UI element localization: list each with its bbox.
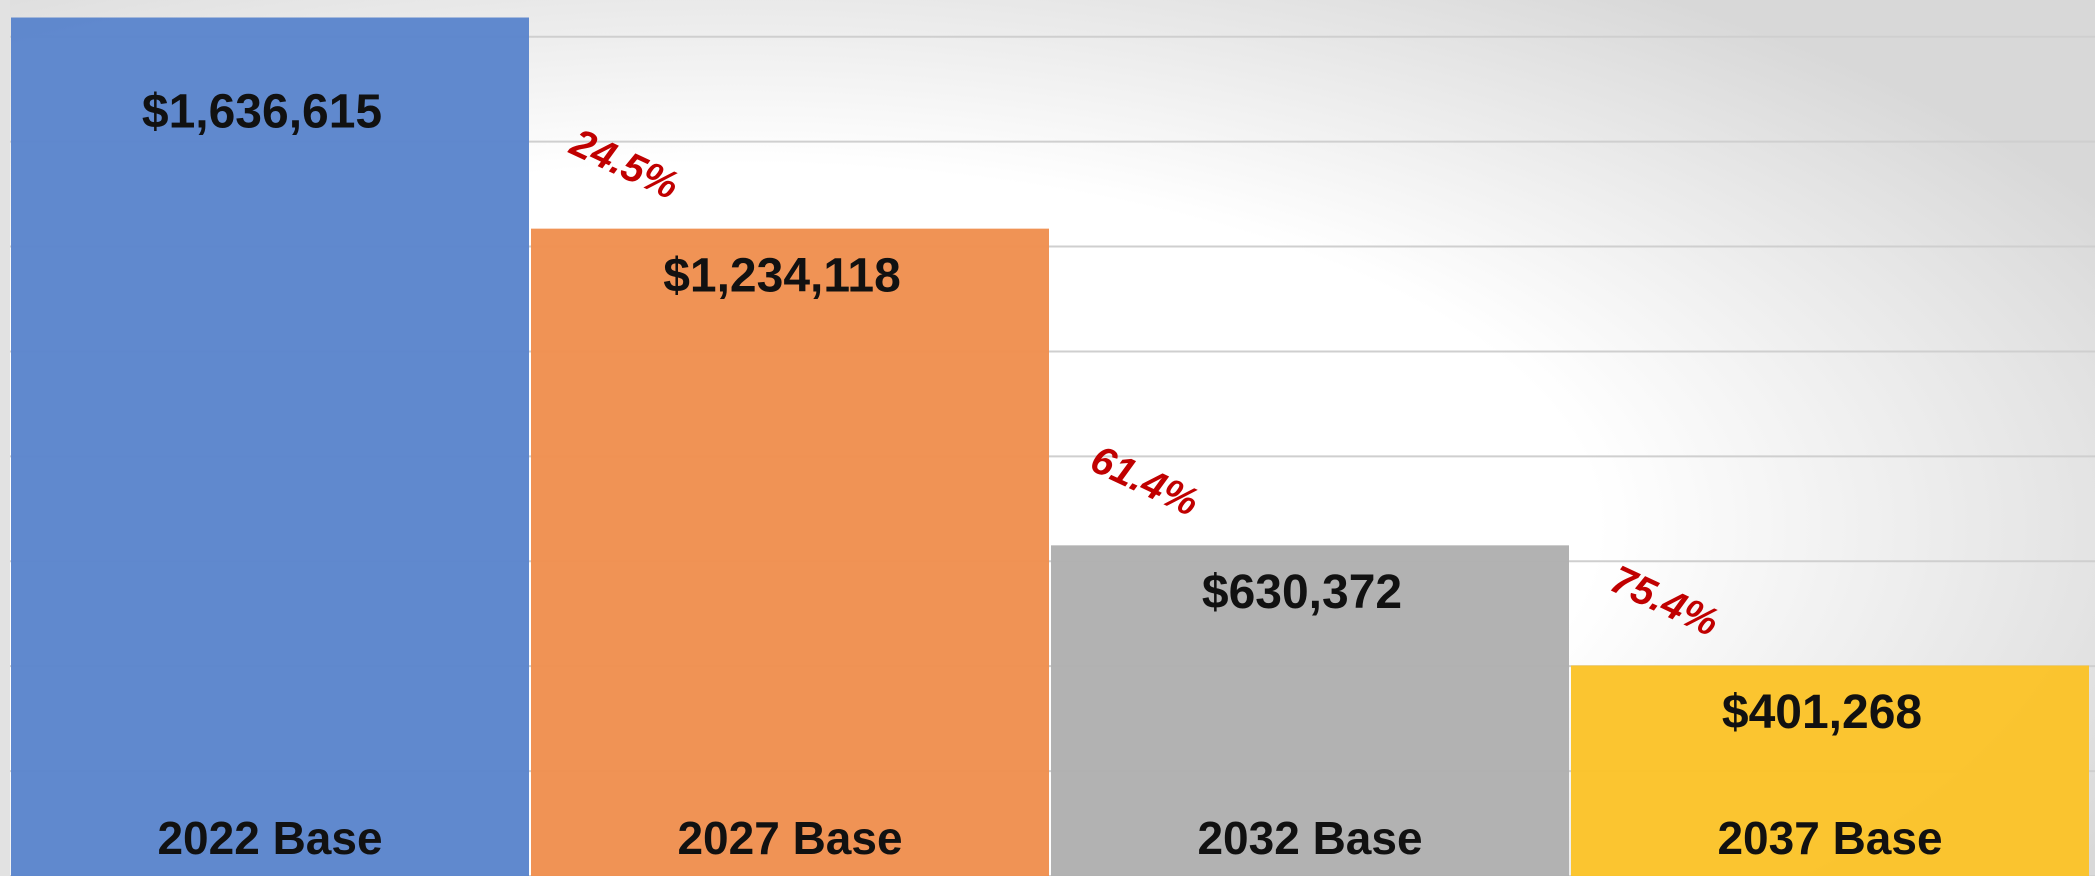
category-label: 2032 Base [1197,812,1422,864]
category-label: 2037 Base [1717,812,1942,864]
value-label: $401,268 [1722,686,1922,739]
bars [11,17,2089,876]
category-label: 2022 Base [157,812,382,864]
value-label: $1,234,118 [663,249,901,302]
bar [1571,665,2089,876]
value-label: $1,636,615 [142,86,382,139]
bar [11,17,529,876]
bar [531,228,1049,876]
bar [1051,545,1569,876]
labels: $1,636,615 2022 Base $1,234,118 2027 Base $6… [142,86,1943,864]
value-label: $630,372 [1202,566,1402,619]
category-label: 2027 Base [677,812,902,864]
left-edge [0,0,10,876]
